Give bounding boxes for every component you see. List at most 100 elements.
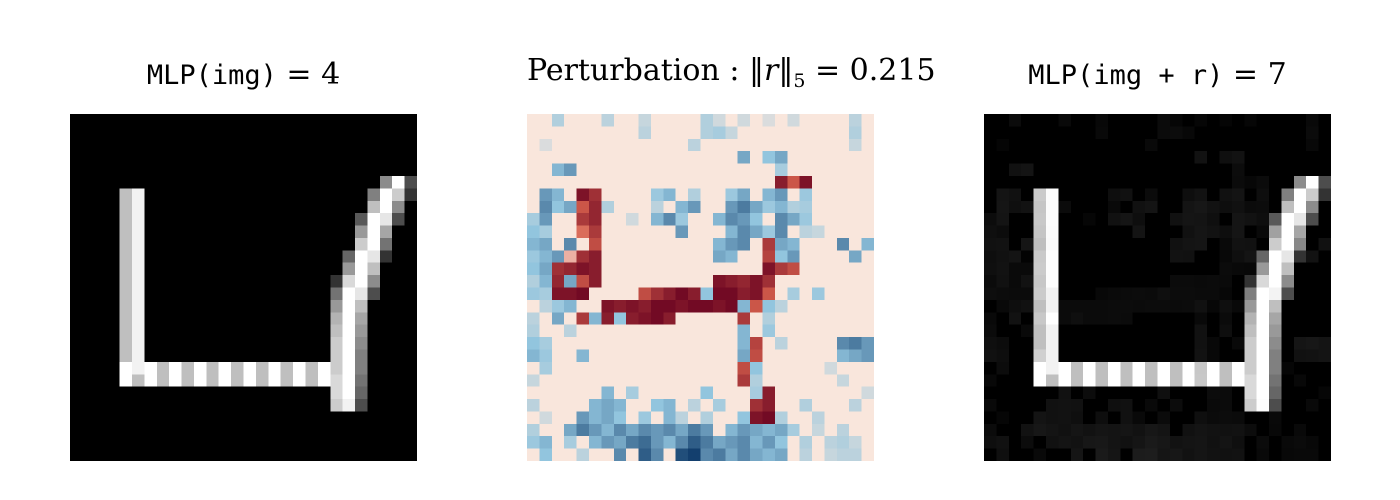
- original-pixel: [193, 287, 207, 301]
- perturbed-pixel: [1281, 175, 1295, 189]
- original-pixel: [367, 114, 381, 127]
- perturbation-pixel: [787, 374, 800, 387]
- original-pixel: [70, 114, 83, 127]
- perturbed-pixel: [996, 175, 1010, 189]
- perturbed-pixel: [1132, 399, 1146, 412]
- perturbation-pixel: [861, 163, 874, 177]
- original-pixel: [355, 287, 368, 301]
- perturbation-pixel: [712, 287, 726, 301]
- perturbation-pixel: [861, 188, 874, 201]
- perturbed-pixel: [1120, 386, 1133, 400]
- perturbation-pixel: [762, 423, 776, 437]
- original-pixel: [156, 349, 170, 363]
- perturbation-pixel: [750, 188, 763, 201]
- perturbation-pixel: [539, 299, 553, 313]
- perturbed-pixel: [1169, 188, 1183, 201]
- perturbed-pixel: [1194, 361, 1208, 375]
- perturbed-pixel: [1132, 163, 1146, 177]
- original-pixel: [305, 275, 319, 288]
- perturbed-pixel: [1318, 275, 1331, 288]
- perturbed-pixel: [1182, 151, 1195, 164]
- original-pixel: [82, 188, 96, 201]
- perturbation-pixel: [613, 299, 627, 313]
- perturbation-pixel: [750, 262, 763, 276]
- perturbed-pixel: [1219, 411, 1233, 425]
- original-pixel: [280, 213, 294, 226]
- perturbed-pixel: [1269, 138, 1282, 152]
- original-pixel: [82, 361, 96, 375]
- perturbed-pixel: [1120, 448, 1133, 461]
- perturbation-pixel: [737, 250, 751, 263]
- original-pixel: [206, 386, 219, 400]
- perturbation-pixel: [626, 250, 639, 263]
- perturbed-pixel: [1008, 423, 1022, 437]
- perturbed-pixel: [1120, 163, 1133, 177]
- original-pixel: [107, 386, 120, 400]
- perturbed-pixel: [1021, 436, 1034, 449]
- perturbation-pixel: [576, 299, 590, 313]
- original-pixel: [330, 337, 343, 350]
- original-pixel: [255, 436, 269, 449]
- original-pixel: [131, 374, 145, 387]
- perturbation-pixel: [564, 287, 577, 301]
- perturbed-pixel: [1269, 188, 1282, 201]
- original-pixel: [82, 138, 96, 152]
- perturbation-pixel: [700, 423, 714, 437]
- original-pixel: [268, 312, 281, 325]
- original-pixel: [131, 225, 145, 239]
- original-pixel: [255, 163, 269, 177]
- perturbed-pixel: [1256, 213, 1270, 226]
- perturbation-pixel: [601, 163, 614, 177]
- perturbation-pixel: [787, 361, 800, 375]
- perturbation-pixel: [663, 213, 676, 226]
- perturbation-pixel: [551, 448, 565, 461]
- original-pixel: [206, 262, 219, 276]
- perturbed-pixel: [1318, 324, 1331, 338]
- original-pixel: [231, 213, 244, 226]
- perturbed-pixel: [1008, 386, 1022, 400]
- original-pixel: [70, 250, 83, 263]
- original-pixel: [70, 126, 83, 140]
- perturbation-pixel: [650, 299, 664, 313]
- perturbed-pixel: [1219, 436, 1233, 449]
- perturbation-pixel: [712, 374, 726, 387]
- perturbed-pixel: [1231, 188, 1245, 201]
- perturbation-pixel: [849, 225, 862, 239]
- perturbation-pixel: [824, 374, 838, 387]
- original-pixel: [144, 188, 157, 201]
- original-pixel: [144, 213, 157, 226]
- original-pixel: [169, 175, 182, 189]
- original-pixel: [206, 250, 219, 263]
- perturbation-pixel: [861, 324, 874, 338]
- perturbation-pixel: [638, 337, 652, 350]
- perturbed-pixel: [1120, 411, 1133, 425]
- original-pixel: [342, 299, 356, 313]
- original-pixel: [94, 312, 108, 325]
- perturbed-pixel: [1318, 399, 1331, 412]
- perturbed-pixel: [996, 337, 1010, 350]
- perturbation-pixel: [588, 151, 602, 164]
- original-pixel: [243, 337, 257, 350]
- perturbation-pixel: [787, 423, 800, 437]
- original-pixel: [255, 213, 269, 226]
- perturbed-pixel: [1070, 448, 1084, 461]
- perturbation-pixel: [650, 262, 664, 276]
- perturbation-pixel: [737, 361, 751, 375]
- perturbation-pixel: [601, 138, 614, 152]
- original-pixel: [144, 237, 157, 251]
- perturbation-pixel: [824, 337, 838, 350]
- original-pixel: [70, 287, 83, 301]
- original-pixel: [342, 188, 356, 201]
- original-pixel: [243, 262, 257, 276]
- perturbation-pixel: [849, 337, 862, 350]
- original-pixel: [181, 275, 195, 288]
- original-pixel: [107, 436, 120, 449]
- perturbation-pixel: [861, 361, 874, 375]
- perturbation-pixel: [675, 175, 689, 189]
- perturbation-pixel: [626, 237, 639, 251]
- original-pixel: [218, 237, 232, 251]
- original-pixel: [293, 126, 306, 140]
- perturbation-pixel: [650, 436, 664, 449]
- original-pixel: [193, 374, 207, 387]
- original-pixel: [218, 448, 232, 461]
